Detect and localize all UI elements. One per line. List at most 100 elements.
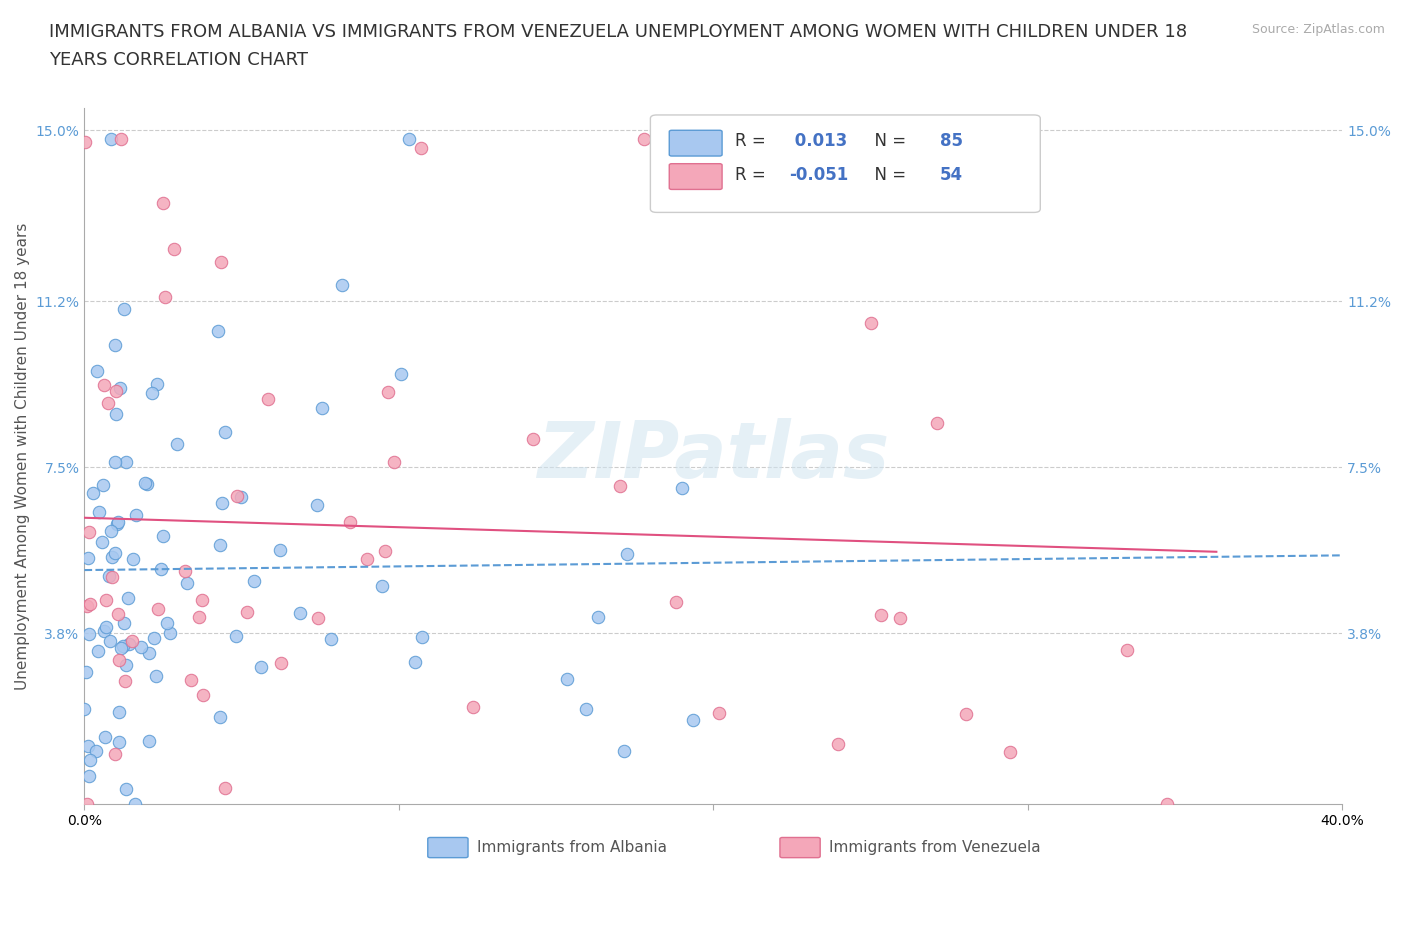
- Point: [104, 407, 127, 422]
- Point: [134, 475, 156, 490]
- Text: ZIPatlas: ZIPatlas: [537, 418, 890, 494]
- Point: [121, 633, 143, 648]
- Point: [665, 595, 688, 610]
- Text: R =: R =: [735, 166, 770, 184]
- Point: [77, 626, 100, 641]
- Point: [145, 669, 167, 684]
- Point: [114, 673, 136, 688]
- Point: [163, 242, 186, 257]
- Point: [671, 481, 693, 496]
- Point: [207, 324, 229, 339]
- Point: [1115, 643, 1137, 658]
- Text: YEARS CORRELATION CHART: YEARS CORRELATION CHART: [49, 51, 308, 69]
- Point: [108, 705, 131, 720]
- Point: [138, 645, 160, 660]
- Point: [94, 730, 117, 745]
- Point: [889, 611, 911, 626]
- Point: [75, 134, 97, 149]
- Point: [214, 425, 236, 440]
- Point: [243, 573, 266, 588]
- Point: [93, 623, 115, 638]
- Text: Immigrants from Albania: Immigrants from Albania: [477, 840, 666, 855]
- Point: [82, 485, 104, 500]
- Point: [269, 542, 291, 557]
- Point: [156, 616, 179, 631]
- Point: [104, 546, 127, 561]
- Point: [91, 535, 114, 550]
- Point: [827, 737, 849, 751]
- Point: [319, 631, 342, 646]
- Point: [103, 338, 125, 352]
- FancyBboxPatch shape: [669, 164, 723, 190]
- Point: [404, 655, 426, 670]
- Point: [125, 508, 148, 523]
- FancyBboxPatch shape: [780, 838, 820, 857]
- Point: [575, 701, 598, 716]
- FancyBboxPatch shape: [669, 130, 723, 156]
- Point: [382, 455, 405, 470]
- Point: [307, 498, 329, 512]
- Point: [270, 656, 292, 671]
- Point: [209, 710, 232, 724]
- Point: [249, 659, 271, 674]
- Point: [256, 392, 278, 406]
- Point: [115, 658, 138, 672]
- Point: [409, 140, 432, 155]
- Point: [110, 132, 132, 147]
- Point: [111, 638, 134, 653]
- Text: 0.013: 0.013: [789, 132, 846, 151]
- Point: [555, 671, 578, 686]
- Point: [77, 769, 100, 784]
- FancyBboxPatch shape: [651, 115, 1040, 212]
- Point: [955, 707, 977, 722]
- Point: [1156, 797, 1178, 812]
- Point: [115, 455, 138, 470]
- Point: [101, 570, 124, 585]
- Point: [104, 384, 127, 399]
- Point: [76, 797, 98, 812]
- Point: [159, 626, 181, 641]
- Point: [214, 780, 236, 795]
- Point: [79, 596, 101, 611]
- Point: [136, 477, 159, 492]
- Point: [927, 416, 949, 431]
- Point: [118, 636, 141, 651]
- Point: [311, 401, 333, 416]
- Point: [236, 605, 259, 620]
- Text: N =: N =: [865, 132, 911, 151]
- Point: [148, 601, 170, 616]
- Point: [709, 706, 731, 721]
- Text: Immigrants from Venezuela: Immigrants from Venezuela: [830, 840, 1040, 855]
- Text: 54: 54: [939, 166, 963, 184]
- Point: [84, 744, 107, 759]
- Point: [108, 653, 131, 668]
- Point: [76, 598, 98, 613]
- Text: 85: 85: [939, 132, 963, 151]
- Point: [100, 524, 122, 538]
- Point: [104, 747, 127, 762]
- Point: [308, 610, 330, 625]
- Point: [108, 380, 131, 395]
- Point: [166, 436, 188, 451]
- Point: [91, 477, 114, 492]
- Point: [87, 644, 110, 658]
- Point: [176, 576, 198, 591]
- Point: [97, 396, 120, 411]
- Point: [209, 255, 232, 270]
- Point: [290, 605, 312, 620]
- Point: [152, 195, 174, 210]
- Point: [112, 616, 135, 631]
- Point: [77, 525, 100, 539]
- Point: [339, 515, 361, 530]
- Point: [229, 490, 252, 505]
- Point: [94, 592, 117, 607]
- Point: [75, 664, 97, 679]
- Point: [616, 546, 638, 561]
- Point: [209, 538, 232, 552]
- Point: [100, 132, 122, 147]
- Point: [138, 734, 160, 749]
- Point: [859, 315, 882, 330]
- Text: R =: R =: [735, 132, 770, 151]
- Point: [770, 177, 793, 192]
- Point: [188, 609, 211, 624]
